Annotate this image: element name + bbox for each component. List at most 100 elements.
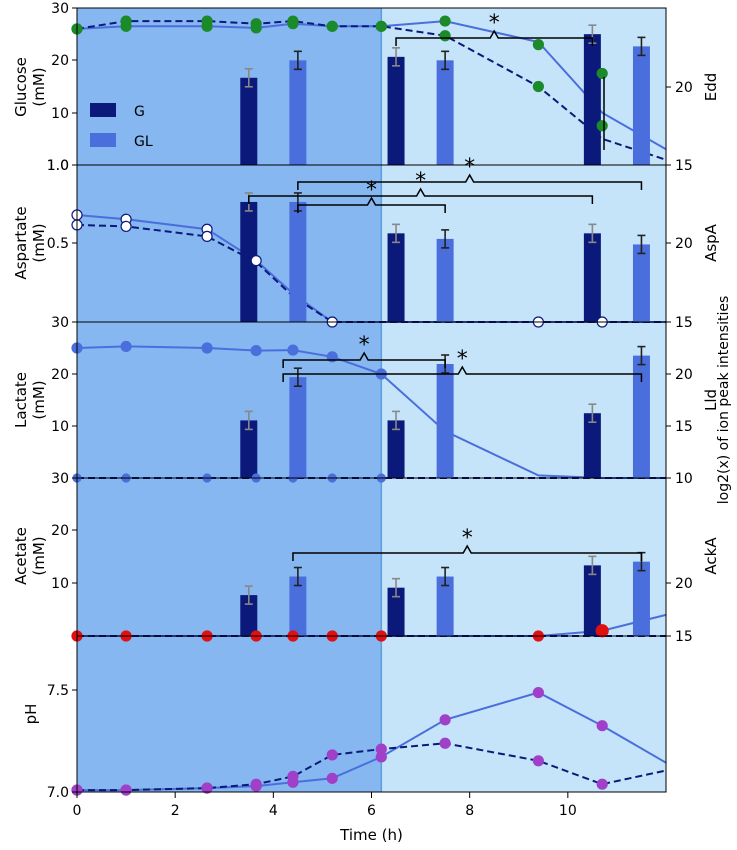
svg-text:pH: pH — [22, 704, 40, 725]
bar-G-6.5 — [387, 56, 405, 165]
ph-marker-G — [532, 755, 544, 767]
aspartate-marker-G — [120, 220, 132, 232]
svg-text:(mM): (mM) — [30, 380, 48, 419]
ph-marker-G — [596, 778, 608, 790]
phase1-background — [77, 636, 382, 792]
y-tick-label: 1.0 — [47, 158, 69, 174]
y-tick-label: 10 — [51, 419, 69, 435]
error-bar — [392, 47, 401, 67]
bar-GL-11.5 — [632, 355, 650, 478]
ph-marker-GL — [439, 714, 451, 726]
bar-G-3.5 — [240, 420, 258, 478]
bar-GL-7.5 — [436, 576, 454, 636]
ph-marker-G — [287, 770, 299, 783]
right-axis-label-glucose: Edd — [702, 73, 720, 102]
bar-GL-7.5 — [436, 60, 454, 166]
error-bar — [441, 229, 450, 249]
svg-text:Acetate: Acetate — [12, 527, 30, 585]
right-y-tick-label: 15 — [675, 419, 693, 435]
ph-marker-G — [120, 784, 132, 796]
error-bar — [293, 566, 302, 587]
glucose-marker-GL — [596, 67, 608, 80]
ph-marker-GL — [326, 772, 338, 784]
error-bar — [293, 367, 302, 388]
right-y-tick-label: 15 — [675, 315, 693, 331]
error-bar — [392, 410, 401, 431]
svg-text:(mM): (mM) — [30, 223, 48, 262]
right-axis-label-aspartate: AspA — [702, 223, 720, 262]
glucose-marker-G — [250, 18, 262, 30]
error-bar — [293, 50, 302, 71]
phase2-background — [381, 322, 666, 478]
svg-text:(mM): (mM) — [30, 67, 48, 106]
phase2-background — [381, 165, 666, 322]
glucose-marker-G — [596, 120, 608, 132]
bar-GL-4.5 — [289, 576, 307, 636]
y-axis-label-lactate: Lactate (mM) — [12, 372, 48, 428]
lactate-marker-GL — [250, 345, 262, 357]
x-tick-label: 6 — [367, 803, 376, 819]
error-bar — [244, 67, 253, 88]
glucose-marker-G — [439, 30, 451, 42]
bar-GL-7.5 — [436, 238, 454, 322]
svg-text:AckA: AckA — [702, 537, 720, 575]
significance-label: * — [457, 347, 468, 372]
legend: G GL — [90, 103, 153, 150]
bar-GL-7.5 — [436, 364, 454, 478]
bar-GL-4.5 — [289, 377, 307, 478]
aspartate-marker-G — [201, 230, 213, 242]
glucose-marker-GL — [532, 39, 544, 51]
phase2-background — [381, 636, 666, 792]
x-tick-label: 8 — [465, 803, 474, 819]
error-bar — [244, 585, 253, 605]
right-y-tick-label: 20 — [675, 576, 693, 592]
phase1-background — [77, 8, 382, 165]
legend-swatch-GL — [90, 133, 116, 147]
bar-G-6.5 — [387, 420, 405, 478]
x-tick-label: 4 — [269, 803, 278, 819]
bar-G-10.5 — [583, 34, 601, 165]
ph-marker-G — [250, 778, 262, 790]
y-tick-label: 10 — [51, 106, 69, 122]
bar-G-10.5 — [583, 233, 601, 322]
significance-bracket: * — [292, 526, 643, 561]
significance-label: * — [489, 11, 500, 36]
x-axis-label: Time (h) — [339, 826, 403, 844]
bar-GL-11.5 — [632, 244, 650, 322]
svg-text:(mM): (mM) — [30, 536, 48, 575]
glucose-marker-G — [201, 15, 213, 27]
bar-GL-4.5 — [289, 60, 307, 166]
lactate-marker-GL — [201, 342, 213, 354]
significance-bracket: * — [282, 347, 643, 382]
y-tick-label: 30 — [51, 1, 69, 17]
svg-text:Edd: Edd — [702, 73, 720, 102]
ph-marker-G — [375, 743, 387, 755]
phase1-background — [77, 478, 382, 636]
phase2-background — [381, 8, 666, 165]
significance-bracket: * — [297, 155, 643, 190]
ph-marker-G — [201, 782, 213, 794]
significance-label: * — [464, 155, 475, 180]
legend-label-GL: GL — [134, 134, 153, 150]
right-y-tick-label: 15 — [675, 158, 693, 174]
x-tick-label: 0 — [73, 803, 82, 819]
aspartate-marker-GL — [250, 255, 262, 267]
significance-label: * — [366, 178, 377, 203]
x-tick-label: 2 — [171, 803, 180, 819]
error-bar — [392, 577, 401, 598]
error-bar — [441, 50, 450, 71]
phase2-background — [381, 478, 666, 636]
lactate-marker-GL — [120, 340, 132, 353]
y-axis-label-ph: pH — [22, 704, 40, 725]
y-tick-label: 0.5 — [47, 236, 69, 252]
y-axis-label-aspartate: Aspartate (mM) — [12, 206, 48, 279]
right-y-tick-label: 20 — [675, 367, 693, 383]
glucose-marker-G — [287, 15, 299, 27]
right-y-tick-label: 20 — [675, 80, 693, 96]
error-bar — [637, 345, 646, 366]
legend-swatch-G — [90, 103, 116, 117]
svg-text:Aspartate: Aspartate — [12, 206, 30, 279]
bar-G-3.5 — [240, 77, 258, 165]
glucose-marker-G — [532, 80, 544, 93]
right-axis-title: log2(x) of ion peak intensities — [716, 296, 732, 504]
